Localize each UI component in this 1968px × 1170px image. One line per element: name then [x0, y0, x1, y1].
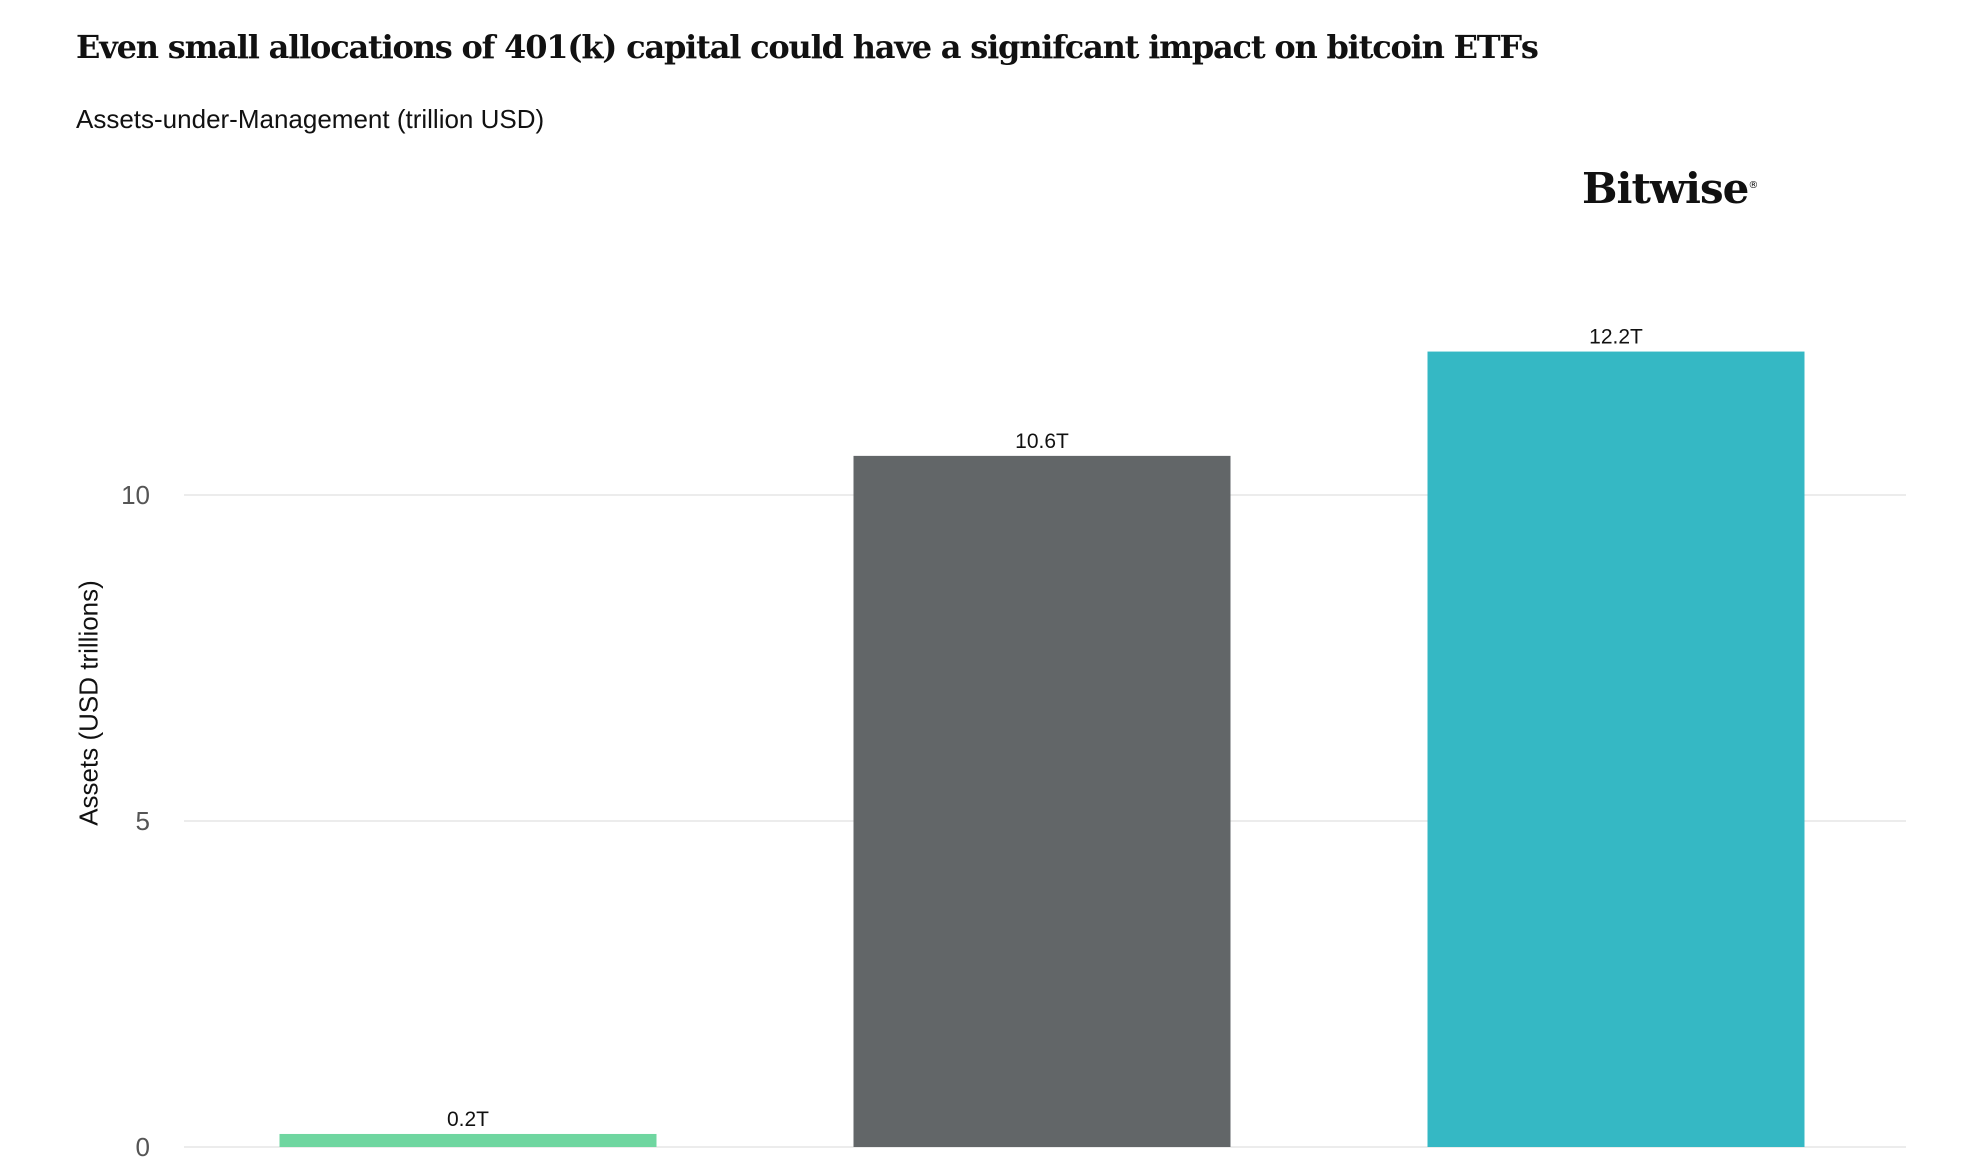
bar-value-labels: 0.2T 10.6T 12.2T [447, 326, 1643, 1131]
bar-2 [1427, 351, 1805, 1147]
registered-mark-icon: ® [1748, 180, 1758, 191]
y-tick-label-1: 5 [136, 806, 150, 836]
bar-value-label-2: 12.2T [1589, 326, 1643, 349]
bar-value-label-1: 10.6T [1015, 430, 1069, 453]
y-tick-label-0: 0 [136, 1132, 150, 1162]
bitwise-logo: Bitwise® [1582, 164, 1758, 213]
bars [279, 351, 1805, 1147]
bar-1 [853, 455, 1231, 1147]
y-tick-labels: 0 5 10 [121, 480, 150, 1162]
bar-0 [279, 1133, 657, 1147]
y-tick-label-2: 10 [121, 480, 150, 510]
bar-value-label-0: 0.2T [447, 1108, 489, 1131]
logo-text: Bitwise [1582, 164, 1749, 213]
chart-subtitle: Assets-under-Management (trillion USD) [76, 104, 545, 134]
chart-title: Even small allocations of 401(k) capital… [76, 28, 1539, 66]
